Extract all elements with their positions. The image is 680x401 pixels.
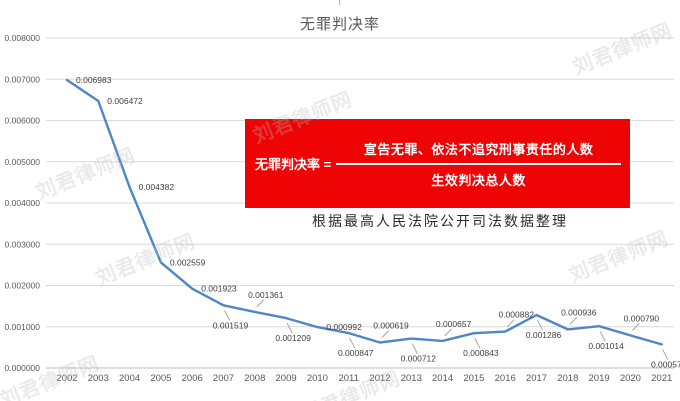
data-point-label: 0.000882 [498, 310, 534, 320]
data-point-label: 0.006983 [76, 75, 112, 85]
data-point-label: 0.001519 [213, 320, 249, 330]
y-axis-tick-label: 0.007000 [5, 74, 41, 84]
label-leader-line [444, 328, 452, 337]
data-point-label: 0.000571 [651, 359, 680, 369]
top-handle-tick [339, 0, 340, 5]
data-point-label: 0.000992 [326, 322, 362, 332]
y-axis-tick-label: 0.008000 [5, 33, 41, 43]
fraction-bar [336, 162, 621, 165]
label-leader-line [474, 338, 481, 349]
formula-lhs: 无罪判决率 = [255, 157, 332, 172]
x-axis-tick-label: 2003 [88, 373, 109, 384]
x-axis-tick-label: 2017 [526, 373, 547, 384]
label-leader-line [286, 322, 293, 334]
data-point-label: 0.000847 [338, 348, 374, 358]
formula-numerator: 宣告无罪、依法不追究刑事责任的人数 [363, 141, 594, 157]
label-leader-line [349, 337, 356, 349]
data-point-label: 0.000843 [463, 348, 499, 358]
y-axis-tick-label: 0.005000 [5, 157, 41, 167]
x-axis-tick-label: 2006 [182, 373, 203, 384]
data-point-label: 0.000657 [436, 319, 472, 329]
y-axis-labels: 0.000000 0.001000 0.002000 0.003000 0.004000… [5, 33, 41, 373]
x-axis-tick-label: 2018 [557, 373, 578, 384]
formula-fraction: 宣告无罪、依法不追究刑事责任的人数 生效判决总人数 [336, 139, 621, 189]
label-leader-line [256, 299, 265, 308]
label-leader-line [506, 319, 515, 327]
label-leader-line [569, 317, 578, 325]
label-leader-line [537, 319, 543, 331]
x-axis-tick-label: 2015 [463, 373, 484, 384]
label-leader-line [224, 310, 230, 321]
y-axis-tick-label: 0.001000 [5, 322, 41, 332]
data-point-label: 0.004382 [139, 182, 175, 192]
x-axis-tick-label: 2007 [213, 373, 234, 384]
x-axis-tick-label: 2010 [307, 373, 328, 384]
x-axis-tick-label: 2002 [56, 373, 77, 384]
x-axis-tick-label: 2008 [244, 373, 265, 384]
label-leader-line [662, 349, 669, 360]
source-caption: 根据最高人民法院公开司法数据整理 [312, 215, 568, 230]
y-axis-tick-label: 0.004000 [5, 198, 41, 208]
label-leader-line [599, 330, 606, 342]
x-axis-tick-label: 2005 [150, 373, 171, 384]
label-leader-line [632, 323, 640, 331]
y-axis-tick-label: 0.000000 [5, 363, 41, 373]
label-leader-line [381, 330, 390, 338]
y-axis-tick-label: 0.006000 [5, 116, 41, 126]
data-point-label: 0.006472 [107, 96, 143, 106]
y-axis-tick-label: 0.002000 [5, 281, 41, 291]
trend-line [65, 78, 663, 346]
y-axis-tick-label: 0.003000 [5, 239, 41, 249]
data-point-label: 0.002559 [170, 257, 206, 267]
data-point-label: 0.000712 [401, 354, 437, 364]
data-point-label: 0.000790 [624, 313, 660, 323]
x-axis-tick-label: 2014 [432, 373, 453, 384]
data-point-label: 0.001286 [526, 330, 562, 340]
x-axis-tick-label: 2021 [651, 373, 672, 384]
data-point-label: 0.001923 [201, 284, 237, 294]
data-point-label: 0.001014 [588, 341, 624, 351]
x-axis-tick-label: 2020 [620, 373, 641, 384]
x-axis-tick-label: 2012 [369, 373, 390, 384]
data-point-label: 0.000619 [373, 320, 409, 330]
x-axis-tick-label: 2016 [495, 373, 516, 384]
data-labels: 0.006983 0.006472 0.004382 0.002559 0.001923… [76, 75, 680, 369]
x-axis-tick-label: 2011 [338, 373, 358, 384]
data-point-label: 0.001209 [275, 333, 311, 343]
data-point-label: 0.001361 [248, 290, 284, 300]
data-point-label: 0.000936 [561, 307, 597, 317]
x-axis-tick-label: 2019 [589, 373, 610, 384]
x-axis-tick-label: 2004 [119, 373, 140, 384]
chart-title: 无罪判决率 [299, 16, 380, 33]
leader-lines [224, 299, 669, 360]
formula-box: 无罪判决率 = 宣告无罪、依法不追究刑事责任的人数 生效判决总人数 [245, 119, 630, 208]
x-axis-tick-label: 2013 [401, 373, 422, 384]
x-axis-tick-label: 2009 [276, 373, 297, 384]
formula-denominator: 生效判决总人数 [431, 172, 526, 188]
x-axis-labels: 2002 2003 2004 2005 2006 2007 2008 2009 2010 2011… [56, 373, 672, 384]
label-leader-line [411, 343, 418, 354]
